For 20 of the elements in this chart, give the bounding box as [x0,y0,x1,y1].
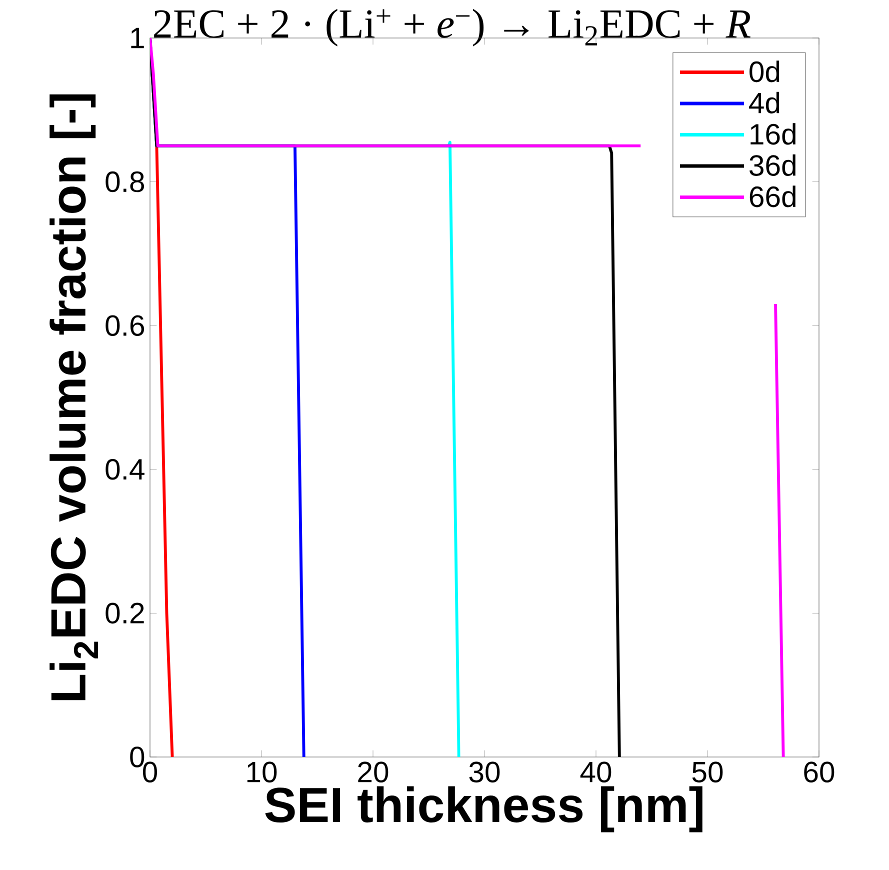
legend-label: 0d [750,60,780,82]
x-tick-label: 30 [469,762,500,782]
x-tick-label: 60 [804,762,834,782]
legend-label: 16d [750,123,796,145]
x-tick-label: 20 [358,762,388,782]
y-tick-label: 0.6 [106,315,144,336]
x-tick-label: 10 [247,762,277,782]
legend-label: 66d [750,186,796,208]
y-axis-title: Li$_{2}$EDC volume fraction [-] [50,94,98,700]
y-tick-label: 0.8 [106,171,144,192]
legend-label: 4d [749,92,780,114]
x-tick-label: 50 [692,762,723,782]
y-tick-label: 0.4 [106,458,144,480]
y-tick-label: 1 [131,28,144,48]
y-tick-label: 0 [130,746,144,768]
x-axis-title: SEI thickness [nm] [265,786,702,832]
chart-title: 2EC + 2 · (Li$^{+}$ + e$^{−}$) → Li$_{2}$EDC + R [154,8,750,46]
y-tick-label: 0.2 [106,602,144,624]
x-tick-label: 40 [580,762,612,782]
legend-label: 36d [750,154,796,176]
